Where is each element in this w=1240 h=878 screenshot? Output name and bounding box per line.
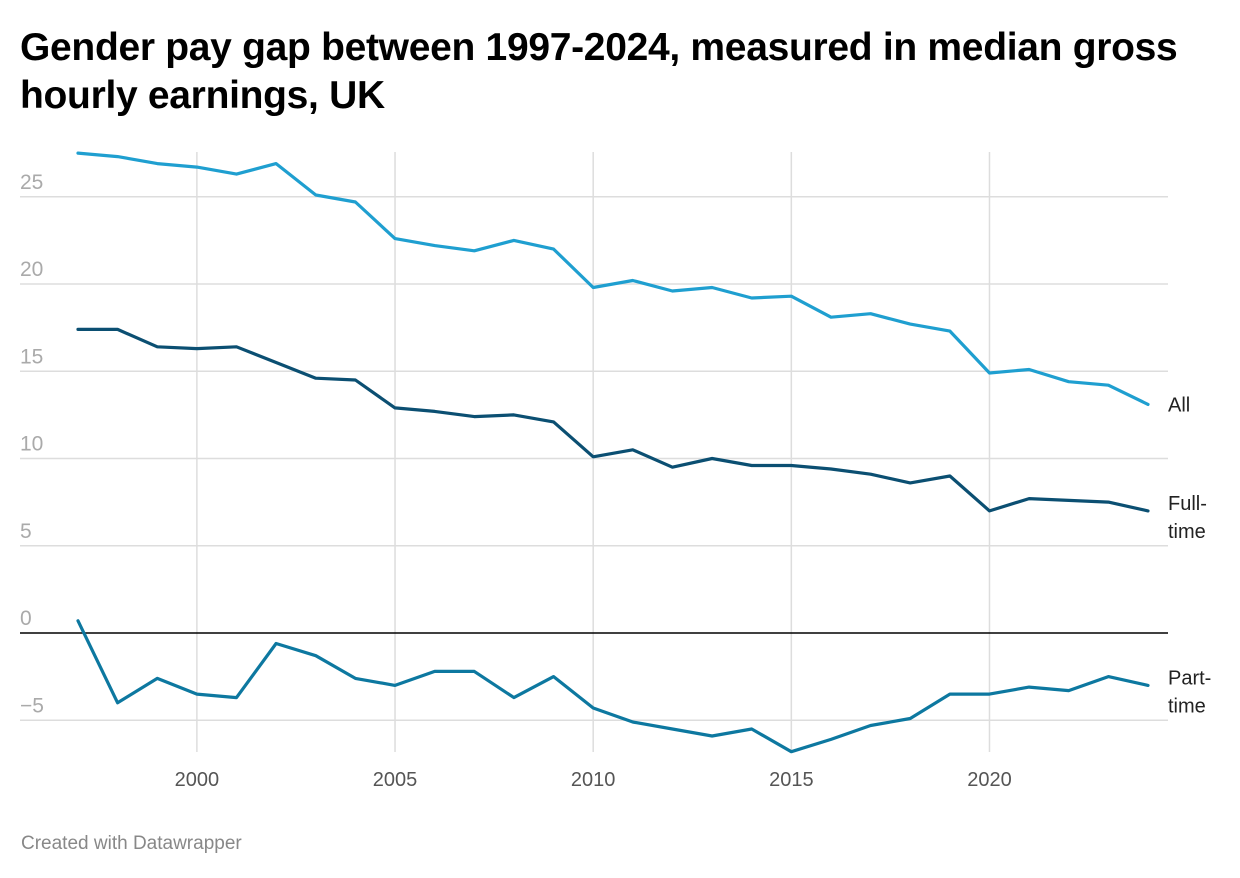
y-tick-label: 20 [20, 258, 43, 281]
x-tick-label: 2005 [373, 769, 418, 791]
grid-lines [20, 152, 1168, 752]
series-label: time [1168, 695, 1206, 717]
y-tick-label: −5 [20, 694, 44, 717]
series-line-part-time [76, 619, 1150, 754]
x-tick-label: 2000 [175, 769, 220, 791]
series-label: time [1168, 521, 1206, 543]
y-tick-label: 10 [20, 433, 43, 456]
y-axis-tick-labels: −5 0 5 10 15 20 25 [20, 171, 44, 718]
x-tick-label: 2020 [967, 769, 1012, 791]
y-tick-label: 0 [20, 607, 32, 630]
y-tick-label: 25 [20, 171, 43, 194]
series-line-all [76, 151, 1150, 406]
series-label: Full- [1168, 493, 1207, 515]
x-axis-tick-labels: 2000 2005 2010 2015 2020 [175, 769, 1012, 791]
series-line-full-time [76, 327, 1150, 513]
x-tick-label: 2015 [769, 769, 814, 791]
series-lines [76, 151, 1150, 754]
x-tick-label: 2010 [571, 769, 616, 791]
series-label: All [1168, 394, 1190, 416]
credit-footer: Created with Datawrapper [21, 833, 242, 854]
chart-title: Gender pay gap between 1997-2024, measur… [20, 26, 1178, 117]
y-tick-label: 5 [20, 520, 32, 543]
series-labels: All Full-time Part-time [1168, 394, 1211, 717]
series-label: Part- [1168, 667, 1211, 689]
y-tick-label: 15 [20, 345, 43, 368]
